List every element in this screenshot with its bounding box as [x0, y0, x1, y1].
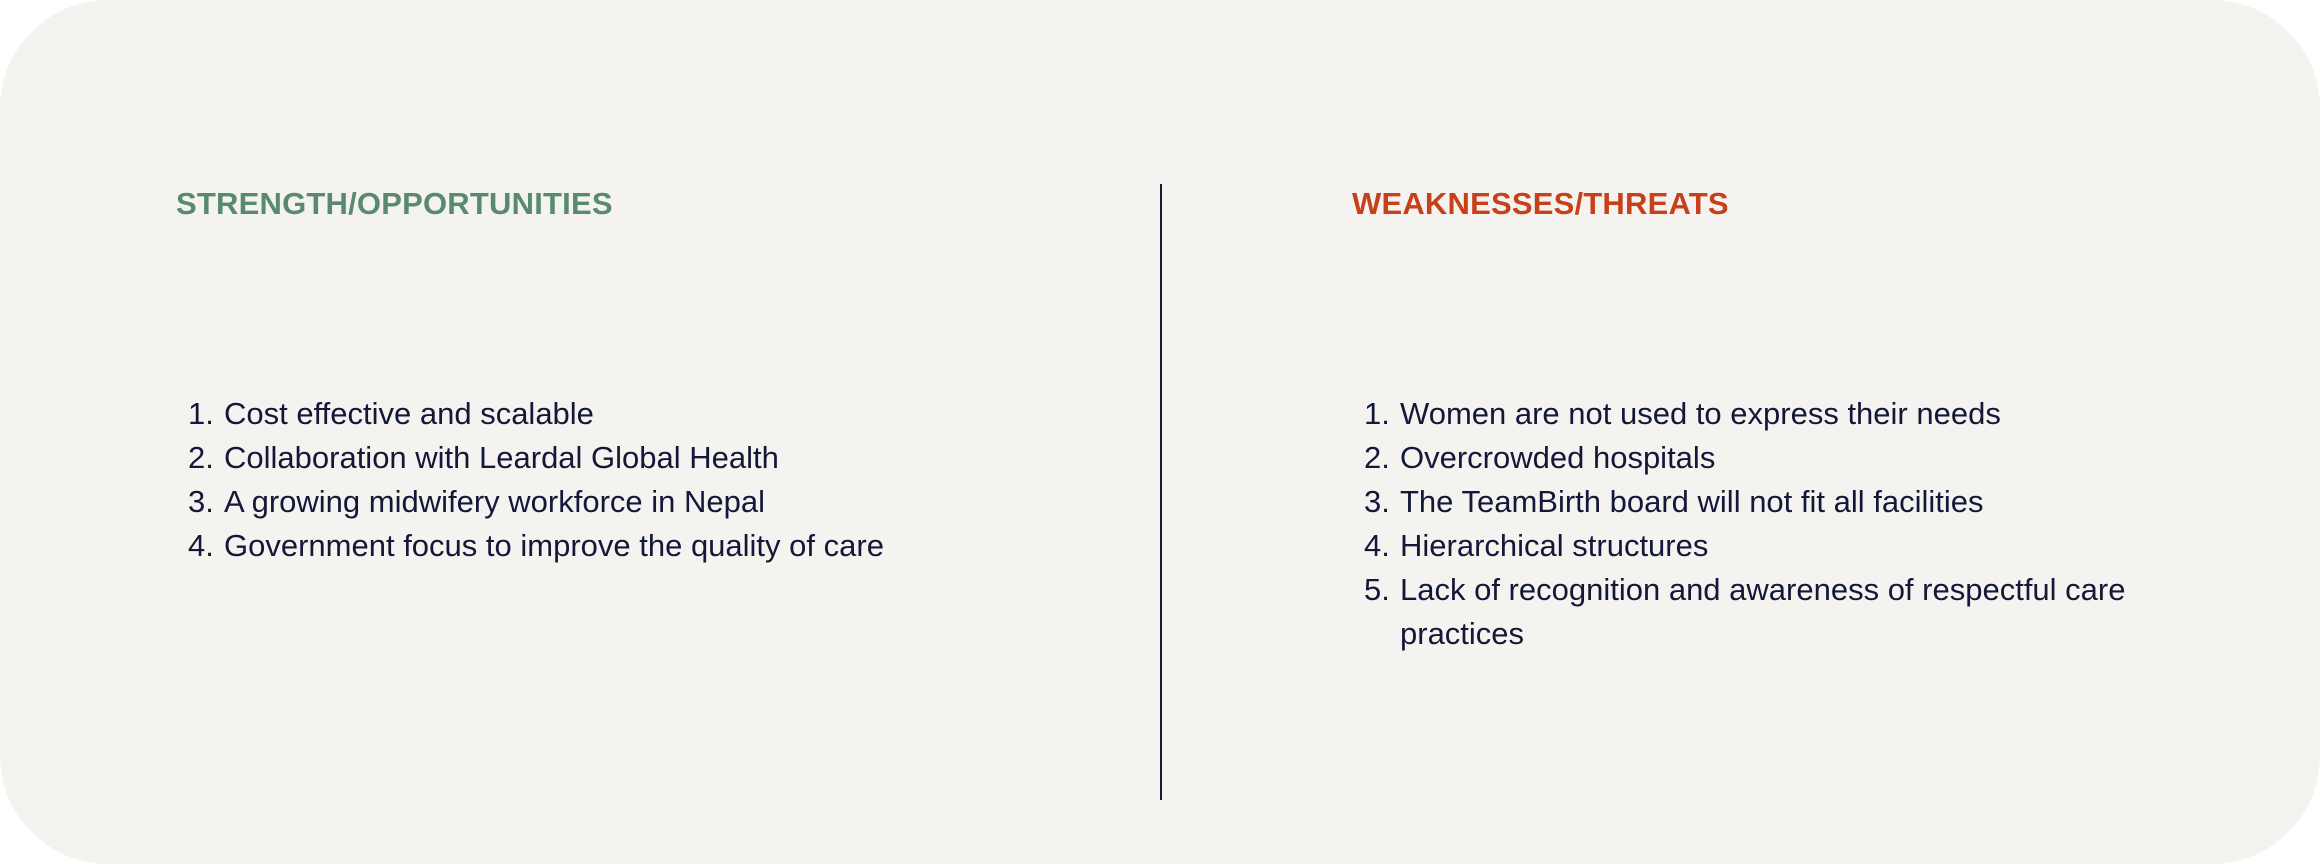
weakness-item: 3. The TeamBirth board will not fit all …: [1352, 480, 2192, 524]
weakness-item-number: 5.: [1364, 572, 1390, 607]
weakness-item-text: Overcrowded hospitals: [1400, 440, 1716, 475]
strength-item: 3. A growing midwifery workforce in Nepa…: [176, 480, 884, 524]
weaknesses-column: WEAKNESSES/THREATS 1. Women are not used…: [1352, 184, 2192, 651]
weakness-item-text: Women are not used to express their need…: [1400, 396, 2001, 431]
weakness-item-text: Lack of recognition and awareness of res…: [1400, 572, 2126, 651]
weakness-item: 4. Hierarchical structures: [1352, 524, 2192, 568]
strength-item-number: 1.: [188, 396, 214, 431]
weakness-item: 1. Women are not used to express their n…: [1352, 392, 2192, 436]
weakness-item-number: 4.: [1364, 528, 1390, 563]
strengths-heading: STRENGTH/OPPORTUNITIES: [176, 186, 613, 221]
strength-item: 4. Government focus to improve the quali…: [176, 524, 884, 568]
weakness-item-text: The TeamBirth board will not fit all fac…: [1400, 484, 1984, 519]
weakness-item-number: 2.: [1364, 440, 1390, 475]
strength-item-text: Cost effective and scalable: [224, 396, 594, 431]
weakness-item-text: Hierarchical structures: [1400, 528, 1709, 563]
strengths-column: STRENGTH/OPPORTUNITIES 1. Cost effective…: [176, 184, 1116, 563]
strength-item-text: Government focus to improve the quality …: [224, 528, 884, 563]
strength-item-number: 4.: [188, 528, 214, 563]
strength-item-text: A growing midwifery workforce in Nepal: [224, 484, 765, 519]
weaknesses-heading: WEAKNESSES/THREATS: [1352, 186, 1729, 221]
strength-item-text: Collaboration with Leardal Global Health: [224, 440, 779, 475]
column-divider: [1160, 184, 1162, 800]
weakness-item: 5. Lack of recognition and awareness of …: [1352, 568, 2192, 656]
strengths-list: 1. Cost effective and scalable 2. Collab…: [176, 392, 884, 568]
strength-item-number: 3.: [188, 484, 214, 519]
weaknesses-list: 1. Women are not used to express their n…: [1352, 392, 2192, 656]
weakness-item-number: 3.: [1364, 484, 1390, 519]
strength-item-number: 2.: [188, 440, 214, 475]
strength-item: 1. Cost effective and scalable: [176, 392, 884, 436]
strength-item: 2. Collaboration with Leardal Global Hea…: [176, 436, 884, 480]
weakness-item-number: 1.: [1364, 396, 1390, 431]
weakness-item: 2. Overcrowded hospitals: [1352, 436, 2192, 480]
